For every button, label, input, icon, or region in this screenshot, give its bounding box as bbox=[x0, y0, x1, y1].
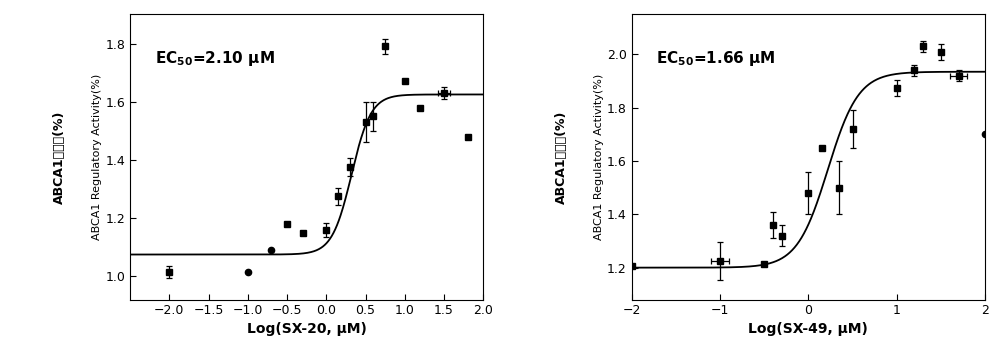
X-axis label: Log(SX-20, μM): Log(SX-20, μM) bbox=[247, 322, 367, 336]
Text: ABCA1上调率(%): ABCA1上调率(%) bbox=[53, 110, 66, 204]
X-axis label: Log(SX-49, μM): Log(SX-49, μM) bbox=[748, 322, 868, 336]
Text: $\mathbf{EC_{50}}$=2.10 μM: $\mathbf{EC_{50}}$=2.10 μM bbox=[155, 49, 275, 68]
Text: $\mathbf{EC_{50}}$=1.66 μM: $\mathbf{EC_{50}}$=1.66 μM bbox=[656, 49, 776, 68]
Text: ABCA1上调率(%): ABCA1上调率(%) bbox=[555, 110, 568, 204]
Y-axis label: ABCA1 Regulatory Activity(%): ABCA1 Regulatory Activity(%) bbox=[594, 74, 604, 240]
Y-axis label: ABCA1 Regulatory Activity(%): ABCA1 Regulatory Activity(%) bbox=[92, 74, 102, 240]
